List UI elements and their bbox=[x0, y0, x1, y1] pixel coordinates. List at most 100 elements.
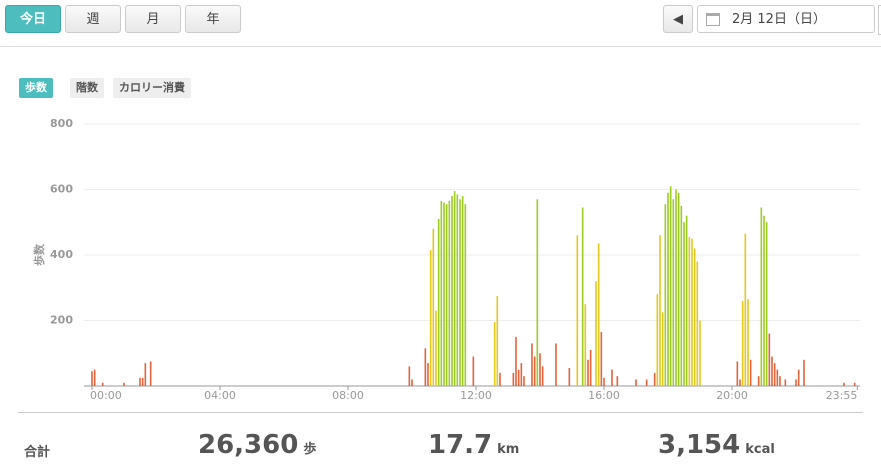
bar bbox=[803, 359, 805, 386]
bar bbox=[429, 250, 432, 386]
chart-tab[interactable]: 歩数 bbox=[19, 78, 53, 98]
period-tab[interactable]: 週 bbox=[65, 5, 121, 33]
bar bbox=[736, 361, 739, 386]
bar bbox=[427, 363, 429, 386]
bar bbox=[555, 343, 557, 386]
bar bbox=[411, 379, 413, 386]
bar bbox=[496, 295, 499, 386]
bar bbox=[424, 348, 427, 386]
bar bbox=[448, 200, 451, 386]
bar bbox=[597, 243, 600, 386]
bar bbox=[688, 236, 691, 386]
chart-tab[interactable]: カロリー消費 bbox=[113, 78, 191, 98]
period-tab[interactable]: 月 bbox=[125, 5, 181, 33]
bar bbox=[123, 382, 125, 386]
date: 2月 12日（日） bbox=[732, 12, 826, 27]
bar bbox=[531, 343, 533, 386]
bar bbox=[667, 192, 669, 386]
next-button-edge[interactable] bbox=[878, 5, 881, 35]
chart-tab[interactable]: 階数 bbox=[70, 78, 104, 98]
x-tick-label: 00:00 bbox=[90, 389, 122, 402]
bar bbox=[453, 191, 456, 386]
x-tick-label: 16:00 bbox=[588, 389, 620, 402]
bar bbox=[693, 248, 696, 386]
bar bbox=[408, 366, 411, 386]
bar bbox=[600, 331, 603, 386]
bar bbox=[435, 310, 437, 386]
bar bbox=[541, 366, 544, 386]
bar bbox=[699, 320, 701, 386]
bar bbox=[749, 359, 752, 386]
bar bbox=[784, 379, 787, 386]
bar bbox=[739, 379, 741, 386]
bar bbox=[461, 196, 464, 386]
y-tick-label: 600 bbox=[50, 183, 73, 196]
bar bbox=[741, 300, 744, 386]
summary-unit: 歩 bbox=[303, 442, 317, 457]
bar bbox=[472, 356, 475, 386]
bar bbox=[568, 367, 571, 386]
prev-button[interactable]: ◀ bbox=[663, 5, 693, 33]
bar bbox=[456, 194, 459, 386]
summary-item: 17.7 km bbox=[428, 430, 519, 460]
bar bbox=[656, 294, 659, 386]
bar bbox=[443, 202, 445, 386]
summary-value: 17.7 bbox=[428, 430, 493, 460]
bar bbox=[517, 369, 520, 386]
bar bbox=[581, 207, 584, 386]
bar bbox=[595, 281, 597, 386]
bar bbox=[683, 222, 685, 386]
bar bbox=[499, 372, 501, 386]
bar bbox=[149, 361, 152, 386]
bar bbox=[696, 261, 699, 386]
y-axis-label: 歩数 bbox=[32, 243, 46, 266]
bar bbox=[672, 199, 675, 386]
bar bbox=[635, 379, 637, 386]
summary-label: 合計 bbox=[24, 445, 51, 460]
bar bbox=[797, 369, 800, 386]
bar bbox=[653, 372, 656, 386]
bar bbox=[576, 235, 579, 386]
x-tick-label: 23:55 bbox=[826, 389, 858, 402]
bar bbox=[603, 377, 605, 386]
bar bbox=[664, 204, 667, 386]
summary-item: 3,154 kcal bbox=[658, 430, 775, 460]
bar bbox=[747, 299, 749, 386]
bar bbox=[675, 189, 677, 386]
bar bbox=[645, 379, 648, 386]
summary-item: 26,360 歩 bbox=[198, 430, 316, 460]
y-tick-label: 400 bbox=[50, 248, 73, 261]
bar bbox=[843, 382, 845, 386]
period-tab[interactable]: 年 bbox=[185, 5, 241, 33]
bar bbox=[677, 192, 680, 386]
y-tick-label: 200 bbox=[50, 314, 73, 327]
x-tick-label: 08:00 bbox=[332, 389, 364, 402]
divider bbox=[0, 46, 881, 47]
bar bbox=[539, 353, 541, 386]
bar bbox=[533, 356, 536, 386]
bar bbox=[611, 369, 613, 386]
bar bbox=[757, 376, 760, 386]
bar bbox=[771, 356, 773, 386]
bar bbox=[523, 376, 525, 386]
bar bbox=[661, 312, 664, 386]
bar bbox=[691, 238, 693, 386]
bar bbox=[659, 235, 661, 386]
bar bbox=[144, 363, 147, 386]
bar bbox=[587, 359, 589, 386]
summary-divider bbox=[18, 412, 863, 413]
bar bbox=[464, 204, 467, 386]
bar bbox=[512, 372, 515, 386]
summary-unit: km bbox=[497, 442, 520, 457]
bar bbox=[139, 377, 141, 386]
period-tab[interactable]: 今日 bbox=[5, 5, 61, 33]
bar bbox=[685, 215, 688, 386]
bar bbox=[779, 376, 781, 386]
y-tick-label: 800 bbox=[50, 117, 73, 130]
date-field[interactable]: 2月 12日（日） bbox=[697, 5, 875, 33]
summary-value: 3,154 bbox=[658, 430, 741, 460]
bar bbox=[760, 207, 763, 386]
bar bbox=[440, 200, 443, 386]
bar bbox=[101, 382, 104, 386]
